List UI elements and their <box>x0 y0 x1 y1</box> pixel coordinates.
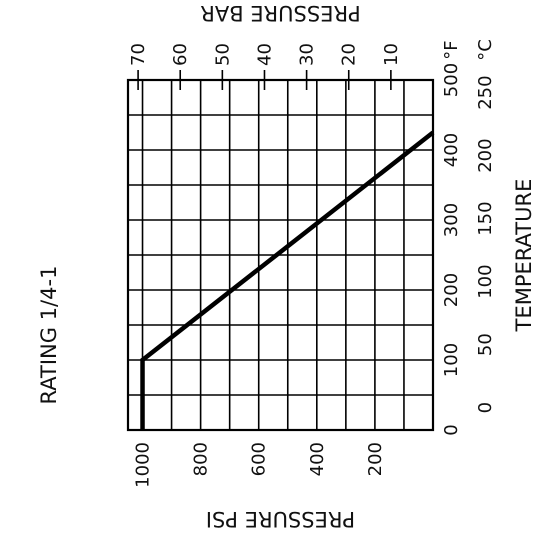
y-tick-label-psi: 800 <box>191 442 212 476</box>
x-axis-title: TEMPERATURE <box>512 179 536 333</box>
y-tick-label-psi: 400 <box>307 442 328 476</box>
x-tick-label-fahrenheit: 100 <box>441 343 462 377</box>
x-tick-label-celsius: 150 <box>475 201 496 235</box>
x-tick-label-celsius: 0 <box>475 402 496 413</box>
x-tick-label-fahrenheit: 400 <box>441 133 462 167</box>
x-tick-label-celsius: 100 <box>475 264 496 298</box>
y-tick-label-psi: 1000 <box>133 442 154 488</box>
x-tick-label-celsius: 200 <box>475 138 496 172</box>
x-tick-label-fahrenheit: 200 <box>441 273 462 307</box>
x-unit-celsius: °C <box>475 39 496 61</box>
y-tick-label-psi: 200 <box>365 442 386 476</box>
y-tick-label-bar: 20 <box>339 43 360 66</box>
rotated-plot-group: 2004006008001000102030405060700100200300… <box>37 1 536 531</box>
y-tick-label-bar: 10 <box>381 43 402 66</box>
tick-layer: 2004006008001000102030405060700100200300… <box>128 43 496 488</box>
chart-title: RATING 1/4-1 <box>37 266 61 405</box>
grid-layer <box>126 78 435 432</box>
y-tick-label-bar: 30 <box>297 43 318 66</box>
y-tick-label-bar: 40 <box>254 43 275 66</box>
y-axis-title-bar: PRESSURE BAR <box>200 1 360 25</box>
y-axis-title-psi: PRESSURE PSI <box>206 507 355 531</box>
y-tick-label-psi: 600 <box>249 442 270 476</box>
y-tick-label-bar: 60 <box>170 43 191 66</box>
x-tick-label-celsius: 250 <box>475 75 496 109</box>
x-tick-label-fahrenheit: 500 <box>441 63 462 97</box>
x-tick-label-celsius: 50 <box>475 333 496 356</box>
x-unit-fahrenheit: °F <box>441 40 462 59</box>
x-tick-label-fahrenheit: 300 <box>441 203 462 237</box>
y-tick-label-bar: 70 <box>128 43 149 66</box>
plot-frame <box>126 78 435 432</box>
label-layer: RATING 1/4-1 TEMPERATURE PRESSURE PSI PR… <box>37 1 536 531</box>
series-layer <box>140 130 435 430</box>
rating-line <box>140 130 435 430</box>
y-tick-label-bar: 50 <box>212 43 233 66</box>
x-tick-label-fahrenheit: 0 <box>441 424 462 435</box>
